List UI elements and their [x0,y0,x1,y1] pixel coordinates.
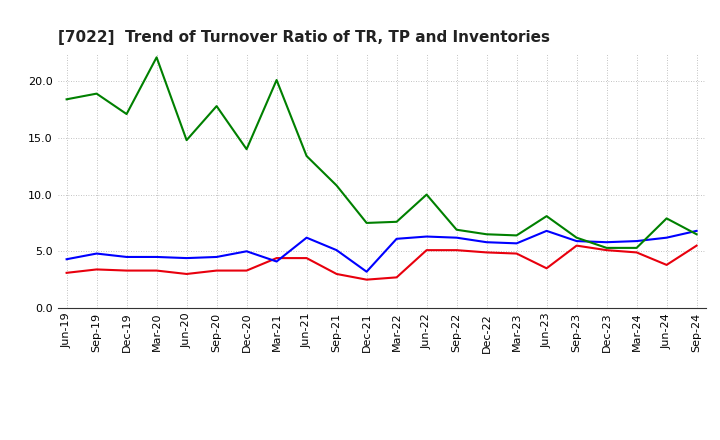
Trade Receivables [212,268,221,273]
Trade Receivables [92,267,101,272]
Trade Payables [422,234,431,239]
Inventories [422,192,431,197]
Trade Receivables [122,268,131,273]
Inventories [452,227,461,232]
Trade Receivables [542,266,551,271]
Inventories [122,111,131,117]
Trade Payables [333,248,341,253]
Trade Payables [212,254,221,260]
Inventories [302,154,311,159]
Trade Payables [62,257,71,262]
Line: Inventories: Inventories [66,57,697,248]
Trade Payables [452,235,461,240]
Trade Payables [602,239,611,245]
Trade Receivables [632,250,641,255]
Trade Payables [693,228,701,234]
Trade Receivables [482,250,491,255]
Trade Payables [572,238,581,244]
Trade Payables [242,249,251,254]
Trade Payables [362,269,371,275]
Trade Payables [392,236,401,242]
Inventories [212,103,221,109]
Trade Receivables [302,256,311,261]
Trade Payables [302,235,311,240]
Inventories [362,220,371,226]
Trade Receivables [182,271,191,277]
Trade Receivables [662,262,671,268]
Trade Receivables [693,243,701,248]
Line: Trade Receivables: Trade Receivables [66,246,697,280]
Trade Payables [182,256,191,261]
Inventories [572,235,581,240]
Inventories [272,77,281,83]
Inventories [513,233,521,238]
Inventories [182,137,191,143]
Trade Payables [153,254,161,260]
Trade Payables [92,251,101,256]
Inventories [242,147,251,152]
Trade Receivables [242,268,251,273]
Trade Receivables [333,271,341,277]
Inventories [92,91,101,96]
Trade Payables [272,259,281,264]
Trade Payables [542,228,551,234]
Inventories [542,213,551,219]
Trade Payables [122,254,131,260]
Trade Receivables [572,243,581,248]
Trade Payables [662,235,671,240]
Inventories [693,231,701,237]
Trade Receivables [272,256,281,261]
Trade Receivables [153,268,161,273]
Inventories [333,183,341,188]
Text: [7022]  Trend of Turnover Ratio of TR, TP and Inventories: [7022] Trend of Turnover Ratio of TR, TP… [58,29,549,45]
Trade Receivables [602,248,611,253]
Inventories [602,245,611,250]
Inventories [632,245,641,250]
Trade Receivables [452,248,461,253]
Trade Payables [513,241,521,246]
Trade Receivables [513,251,521,256]
Trade Receivables [392,275,401,280]
Trade Receivables [62,270,71,275]
Trade Payables [632,238,641,244]
Inventories [662,216,671,221]
Trade Receivables [422,248,431,253]
Trade Receivables [362,277,371,282]
Line: Trade Payables: Trade Payables [66,231,697,272]
Inventories [62,97,71,102]
Trade Payables [482,239,491,245]
Inventories [482,231,491,237]
Inventories [392,219,401,224]
Inventories [153,55,161,60]
